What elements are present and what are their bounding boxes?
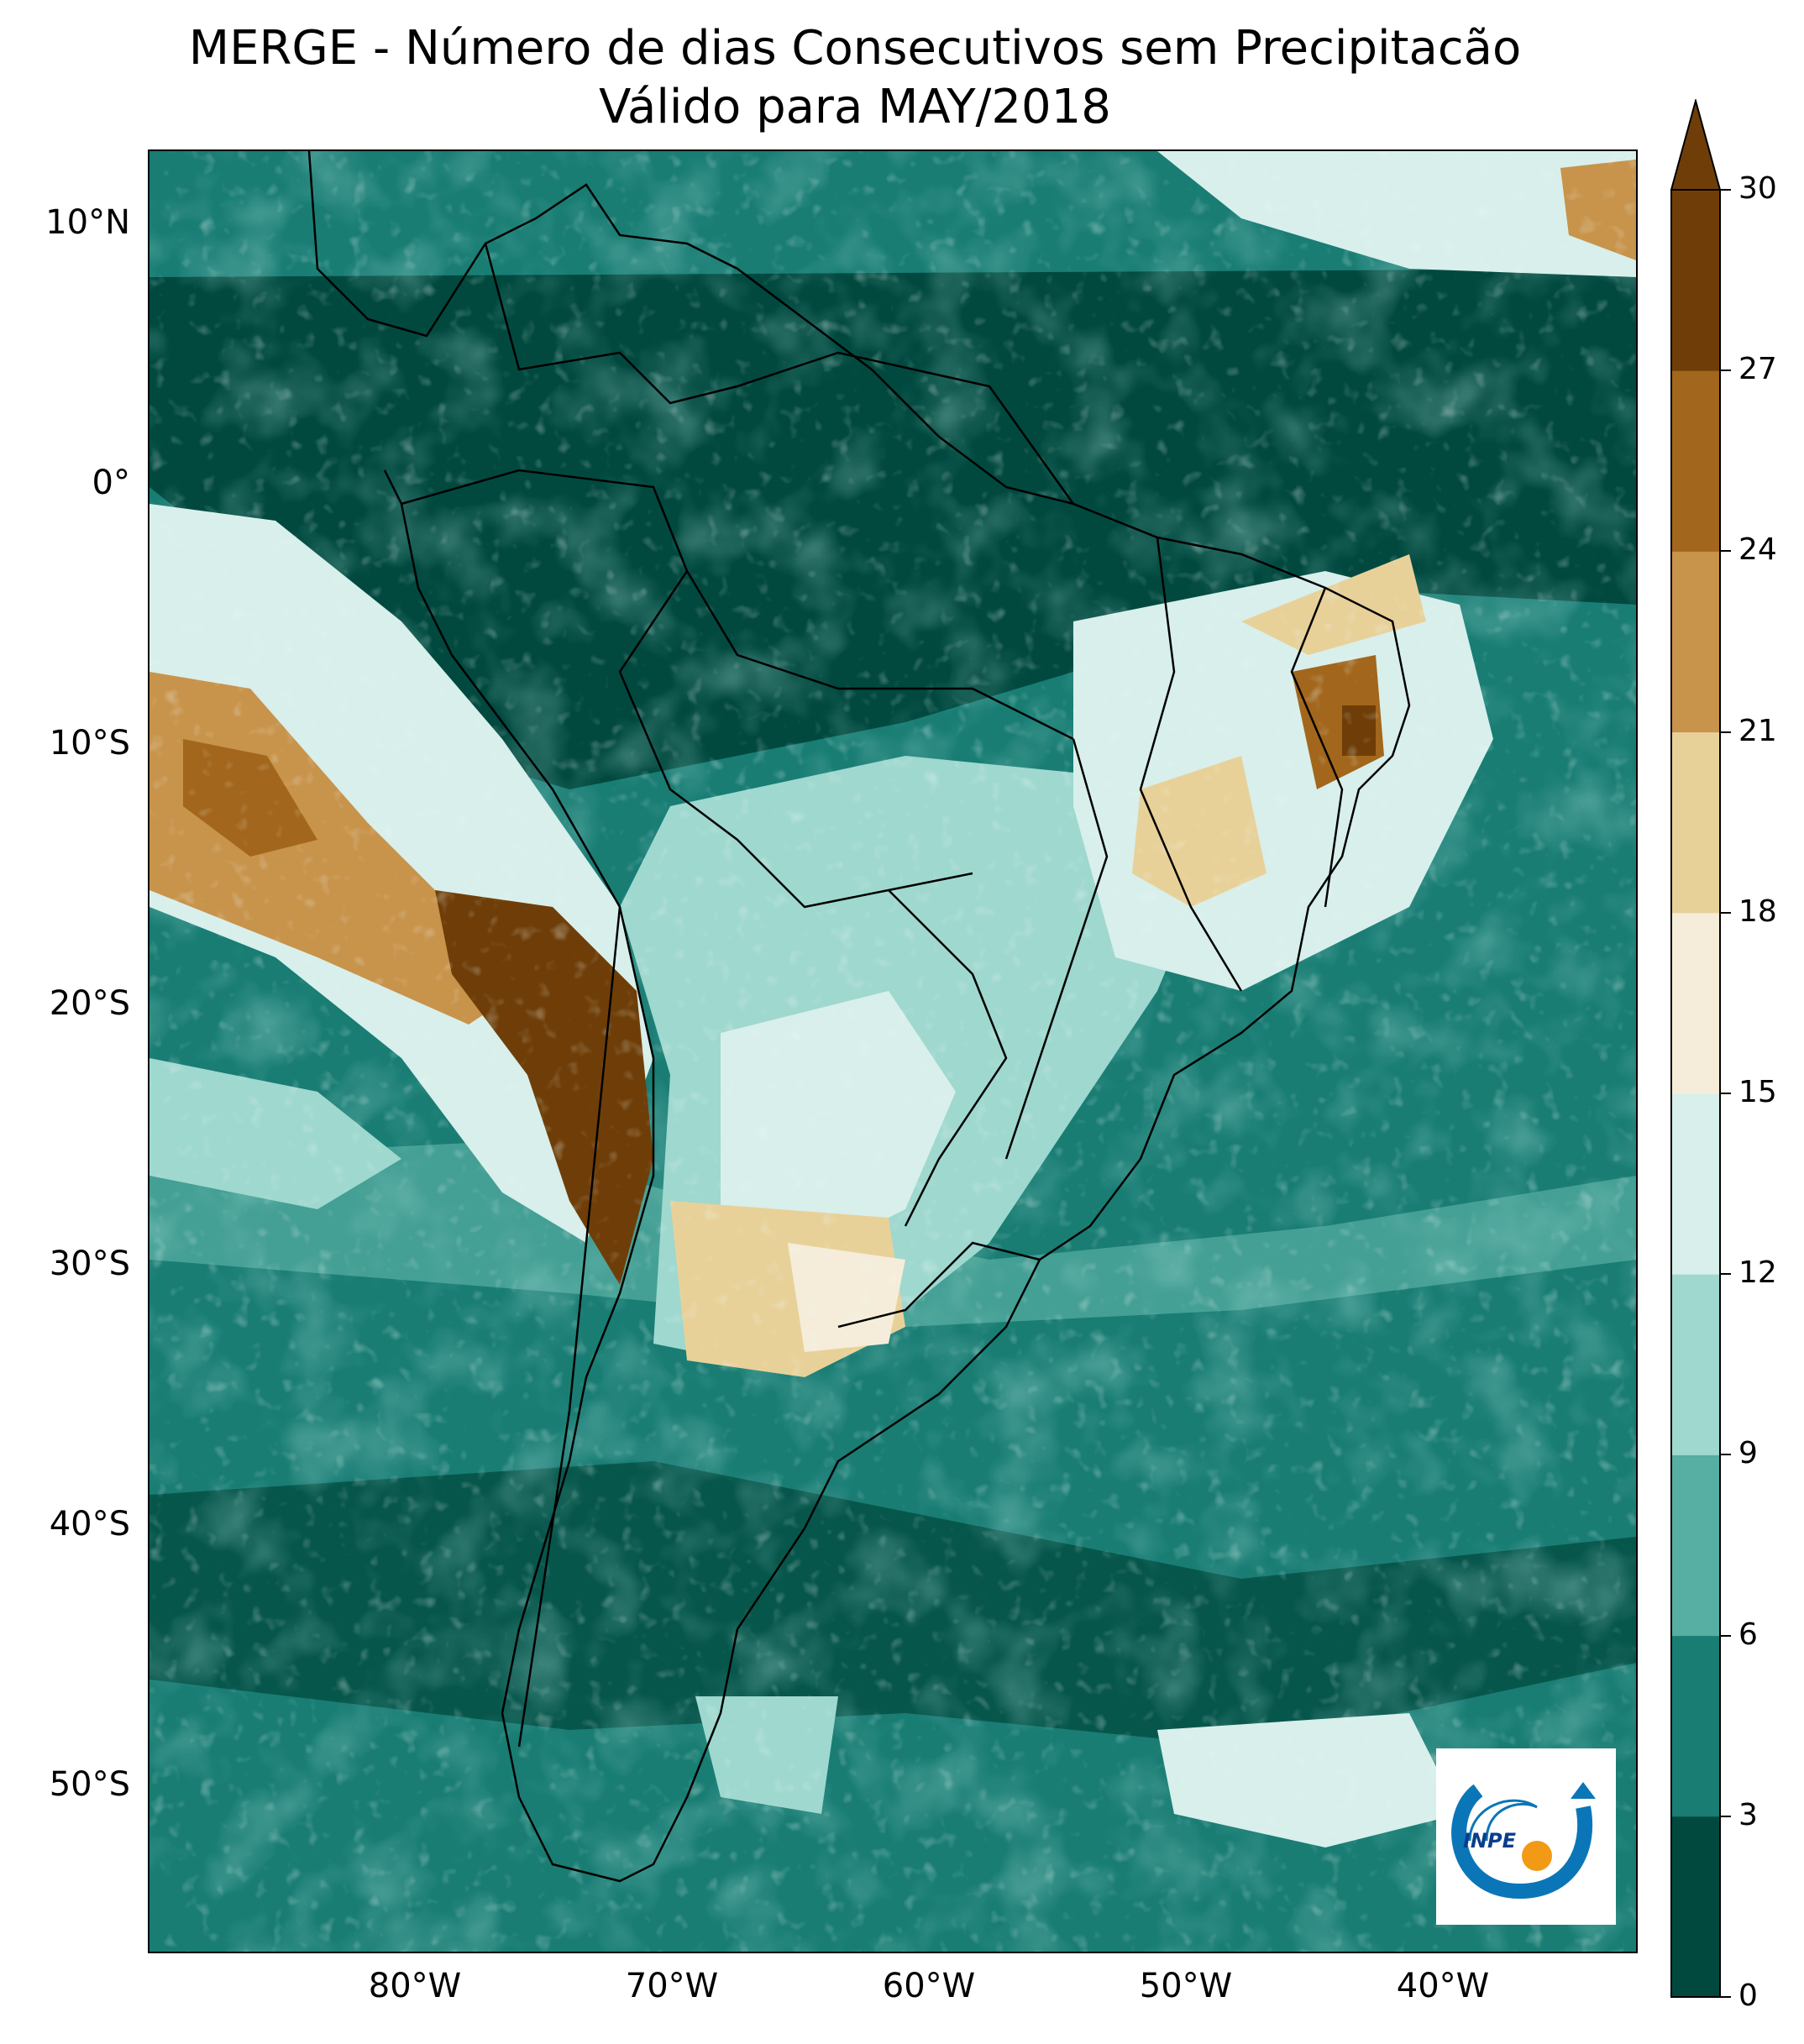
colorbar-segment xyxy=(1671,551,1720,733)
colorbar-tick-label: 6 xyxy=(1738,1617,1758,1652)
colorbar-segment xyxy=(1671,1635,1720,1817)
lon-label-80w: 80°W xyxy=(368,1967,462,2005)
border-uruguay xyxy=(837,1241,1041,1329)
lat-label-10s: 10°S xyxy=(49,724,130,763)
logo-sun xyxy=(1522,1841,1552,1871)
texture-speckle xyxy=(149,151,1636,1952)
lon-label-40w: 40°W xyxy=(1396,1967,1490,2005)
inpe-logo-svg: INPE xyxy=(1451,1782,1596,1900)
map-svg xyxy=(149,151,1636,1952)
lat-label-0: 0° xyxy=(92,464,130,502)
colorbar-segment xyxy=(1671,1274,1720,1455)
colorbar-tick-label: 21 xyxy=(1738,713,1777,748)
logo-orbit xyxy=(1468,1799,1538,1842)
colorbar-segment xyxy=(1671,190,1720,371)
lon-label-60w: 60°W xyxy=(882,1967,976,2005)
colorbar-segment xyxy=(1671,912,1720,1094)
border-andes xyxy=(517,906,621,1748)
colorbar-tick xyxy=(1721,550,1731,553)
logo-arrow xyxy=(1571,1782,1596,1799)
colorbar-extend-arrow xyxy=(1670,99,1721,191)
border-paraguay xyxy=(888,889,1008,1227)
colorbar xyxy=(1670,99,1721,1998)
colorbar-tick-label: 3 xyxy=(1738,1797,1758,1832)
map-title: MERGE - Número de dias Consecutivos sem … xyxy=(188,21,1522,76)
lat-label-50s: 50°S xyxy=(49,1765,130,1804)
colorbar-tick xyxy=(1721,1996,1731,1998)
colorbar-tick-label: 18 xyxy=(1738,894,1777,929)
border-brazil-states-c xyxy=(1139,537,1243,992)
colorbar-tick-label: 30 xyxy=(1738,171,1777,206)
colorbar-tick-label: 15 xyxy=(1738,1075,1777,1109)
lon-label-50w: 50°W xyxy=(1139,1967,1233,2005)
colorbar-tick-label: 12 xyxy=(1738,1255,1777,1291)
colorbar-segment xyxy=(1671,731,1720,914)
border-brazil-states-w xyxy=(1004,738,1109,1160)
colorbar-tick xyxy=(1721,731,1731,733)
lat-label-30s: 30°S xyxy=(49,1245,130,1283)
colorbar-tick xyxy=(1721,189,1731,191)
border-guianas xyxy=(484,243,1075,505)
colorbar-tick xyxy=(1721,1093,1731,1094)
lon-label-70w: 70°W xyxy=(625,1967,719,2005)
colorbar-tick xyxy=(1721,1273,1731,1276)
border-brazil-states-e xyxy=(1290,587,1344,908)
colorbar-segment xyxy=(1671,1816,1720,1998)
colorbar-tick xyxy=(1721,369,1731,372)
colorbar-tick xyxy=(1721,1634,1731,1637)
colorbar-tick-label: 9 xyxy=(1738,1436,1758,1471)
lat-label-10n: 10°N xyxy=(45,203,130,242)
logo-text: INPE xyxy=(1463,1829,1517,1853)
map-subtitle: Válido para MAY/2018 xyxy=(599,80,1111,134)
border-amazon xyxy=(401,469,1074,741)
colorbar-tick xyxy=(1721,1454,1731,1456)
colorbar-tick-label: 27 xyxy=(1738,352,1777,387)
colorbar-segment xyxy=(1671,370,1720,552)
colorbar-tick xyxy=(1721,911,1731,914)
inpe-logo: INPE xyxy=(1436,1748,1616,1925)
colorbar-tick-label: 0 xyxy=(1738,1978,1758,2013)
colorbar-segment xyxy=(1671,1454,1720,1637)
lat-label-20s: 20°S xyxy=(49,984,130,1023)
colorbar-segment xyxy=(1671,1093,1720,1275)
country-borders xyxy=(307,151,1411,1883)
colorbar-tick-label: 24 xyxy=(1738,532,1777,568)
precipitation-map xyxy=(148,149,1638,1953)
colorbar-outline xyxy=(1670,189,1721,1998)
logo-swoosh xyxy=(1451,1784,1593,1900)
colorbar-tick xyxy=(1721,1815,1731,1817)
lat-label-40s: 40°S xyxy=(49,1505,130,1543)
